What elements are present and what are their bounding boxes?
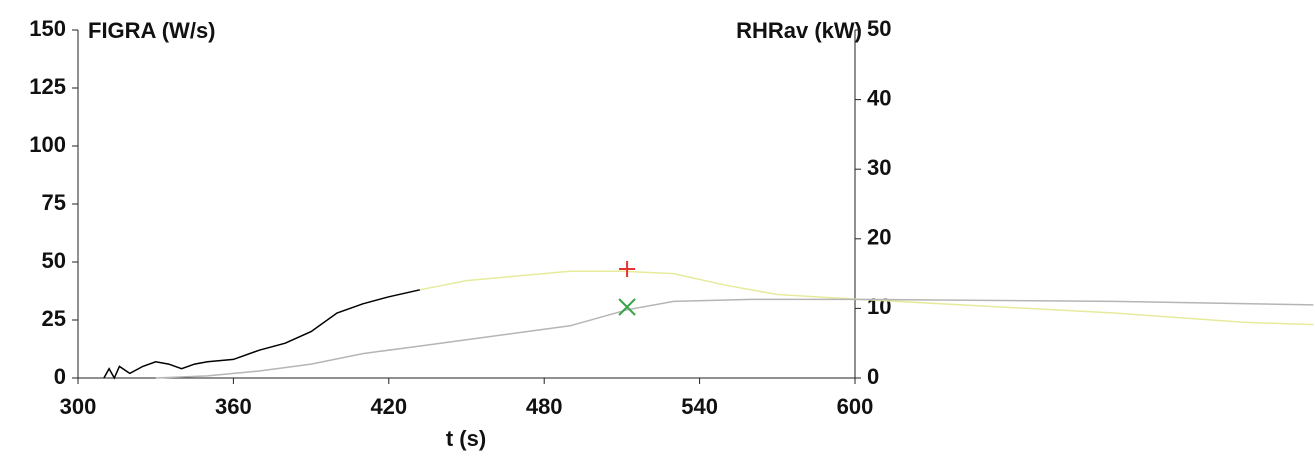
y2-axis-title: RHRav (kW): [736, 18, 862, 43]
y-axis-title: FIGRA (W/s): [88, 18, 216, 43]
y2-tick-label: 20: [867, 225, 891, 250]
marker: [618, 298, 636, 316]
series-line: [155, 298, 1314, 379]
x-tick-label: 480: [526, 394, 563, 419]
series-line: [103, 289, 421, 380]
y2-tick-label: 30: [867, 155, 891, 180]
y-tick-label: 75: [42, 190, 66, 215]
y-tick-label: 100: [29, 132, 66, 157]
y-tick-label: 0: [54, 364, 66, 389]
x-tick-label: 540: [681, 394, 718, 419]
x-tick-label: 360: [215, 394, 252, 419]
x-tick-label: 300: [60, 394, 97, 419]
y-tick-label: 25: [42, 306, 66, 331]
marker: [619, 260, 636, 277]
y2-tick-label: 10: [867, 294, 891, 319]
y2-tick-label: 40: [867, 85, 891, 110]
series-line: [419, 270, 1314, 326]
y-tick-label: 50: [42, 248, 66, 273]
y2-tick-label: 0: [867, 364, 879, 389]
x-tick-label: 600: [837, 394, 874, 419]
y-tick-label: 150: [29, 16, 66, 41]
x-axis-title: t (s): [446, 426, 486, 451]
y-tick-label: 125: [29, 74, 66, 99]
y2-tick-label: 50: [867, 16, 891, 41]
x-tick-label: 420: [370, 394, 407, 419]
